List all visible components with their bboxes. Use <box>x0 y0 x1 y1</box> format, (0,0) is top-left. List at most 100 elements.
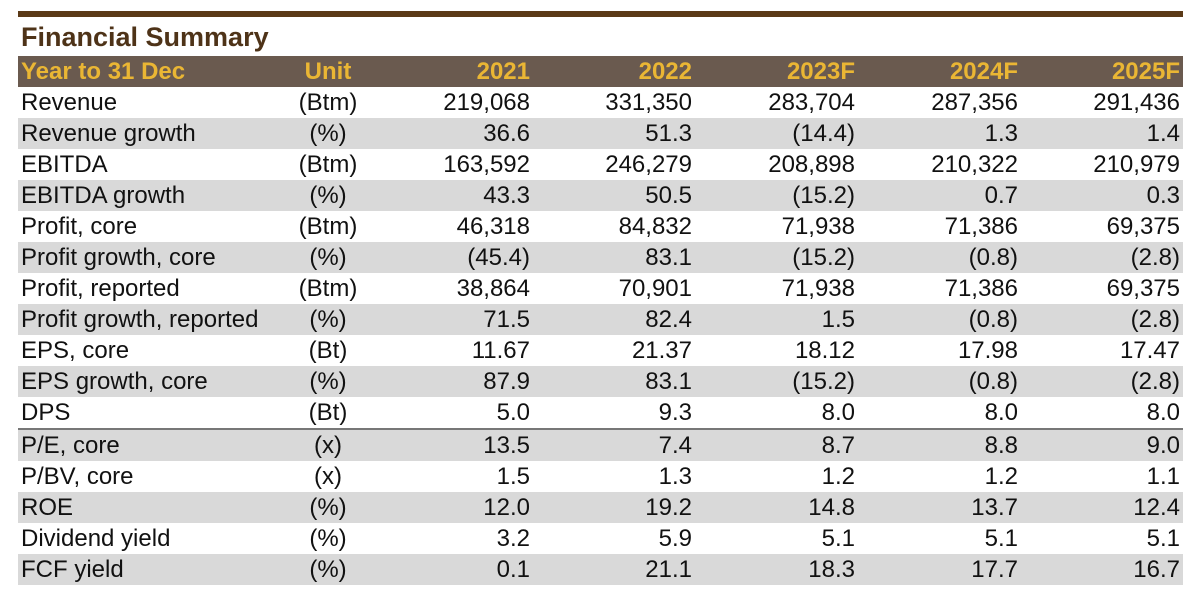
value-cell: 69,375 <box>1106 213 1180 240</box>
value-cell: 291,436 <box>1093 89 1180 116</box>
row-label: Revenue growth <box>18 118 283 149</box>
value-cell: (0.8) <box>858 304 1021 335</box>
value-cell: 5.1 <box>821 525 855 552</box>
table-row: DPS (Bt) 5.0 9.3 8.0 8.0 8.0 <box>18 397 1183 430</box>
row-label: Dividend yield <box>21 525 171 552</box>
row-unit: (x) <box>314 463 342 490</box>
value-cell: 82.4 <box>533 304 695 335</box>
table-row: Profit, reported (Btm) 38,864 70,901 71,938 7… <box>18 273 1183 304</box>
value-cell: (15.2) <box>695 366 858 397</box>
value-cell: 1.3 <box>858 118 1021 149</box>
value-cell: 1.2 <box>821 463 855 490</box>
value-cell: 5.0 <box>373 397 533 430</box>
value-cell: (2.8) <box>1021 304 1183 335</box>
column-header: 2023F <box>695 56 858 87</box>
value-cell: (15.2) <box>695 180 858 211</box>
value-cell: (14.4) <box>695 118 858 149</box>
row-label: EBITDA <box>21 151 108 178</box>
value-cell: 71,938 <box>781 275 855 302</box>
financial-summary: Financial Summary Year to 31 Dec Unit 20… <box>18 11 1183 585</box>
table-row: P/BV, core (x) 1.5 1.3 1.2 1.2 1.1 <box>18 461 1183 492</box>
column-header: Unit <box>283 56 373 87</box>
value-cell: 83.1 <box>533 366 695 397</box>
value-cell: 163,592 <box>443 151 530 178</box>
value-cell: 17.98 <box>957 337 1018 364</box>
value-cell: 12.4 <box>1021 492 1183 523</box>
value-cell: 36.6 <box>373 118 533 149</box>
value-cell: 43.3 <box>373 180 533 211</box>
row-label: P/E, core <box>18 429 283 461</box>
table-row: EBITDA growth (%) 43.3 50.5 (15.2) 0.7 0.3 <box>18 180 1183 211</box>
value-cell: 18.3 <box>695 554 858 585</box>
value-cell: 84,832 <box>618 213 692 240</box>
value-cell: 51.3 <box>533 118 695 149</box>
value-cell: 219,068 <box>443 89 530 116</box>
value-cell: 13.7 <box>858 492 1021 523</box>
value-cell: 0.1 <box>373 554 533 585</box>
column-header: Year to 31 Dec <box>18 56 283 87</box>
value-cell: 246,279 <box>605 151 692 178</box>
table-row: Revenue growth (%) 36.6 51.3 (14.4) 1.3 1.4 <box>18 118 1183 149</box>
table-row: Dividend yield (%) 3.2 5.9 5.1 5.1 5.1 <box>18 523 1183 554</box>
value-cell: 1.2 <box>984 463 1018 490</box>
row-unit: (%) <box>283 366 373 397</box>
value-cell: (45.4) <box>373 242 533 273</box>
value-cell: 17.7 <box>858 554 1021 585</box>
row-unit: (Bt) <box>308 337 348 364</box>
row-unit: (Bt) <box>283 397 373 430</box>
table-row: EBITDA (Btm) 163,592 246,279 208,898 210,322 2… <box>18 149 1183 180</box>
value-cell: 71.5 <box>373 304 533 335</box>
value-cell: 1.3 <box>658 463 692 490</box>
value-cell: 50.5 <box>533 180 695 211</box>
value-cell: 8.8 <box>858 429 1021 461</box>
value-cell: (2.8) <box>1021 366 1183 397</box>
value-cell: 8.7 <box>695 429 858 461</box>
value-cell: (15.2) <box>695 242 858 273</box>
row-unit: (%) <box>283 118 373 149</box>
table-row: Revenue (Btm) 219,068 331,350 283,704 287,356… <box>18 87 1183 118</box>
row-label: Profit, reported <box>21 275 180 302</box>
value-cell: 87.9 <box>373 366 533 397</box>
table-row: EPS, core (Bt) 11.67 21.37 18.12 17.98 17.47 <box>18 335 1183 366</box>
value-cell: 210,979 <box>1093 151 1180 178</box>
value-cell: 9.3 <box>533 397 695 430</box>
value-cell: 18.12 <box>794 337 855 364</box>
table-row: EPS growth, core (%) 87.9 83.1 (15.2) (0.8) (2… <box>18 366 1183 397</box>
row-label: FCF yield <box>18 554 283 585</box>
row-label: ROE <box>18 492 283 523</box>
value-cell: 0.7 <box>858 180 1021 211</box>
value-cell: 5.1 <box>984 525 1018 552</box>
column-header: 2025F <box>1021 56 1183 87</box>
value-cell: 1.5 <box>695 304 858 335</box>
value-cell: 283,704 <box>768 89 855 116</box>
column-header: 2022 <box>533 56 695 87</box>
value-cell: 8.0 <box>1021 397 1183 430</box>
table-row: Profit growth, core (%) (45.4) 83.1 (15.2) (0… <box>18 242 1183 273</box>
value-cell: 0.3 <box>1021 180 1183 211</box>
row-label: Profit, core <box>21 213 138 240</box>
value-cell: 12.0 <box>373 492 533 523</box>
table-row: FCF yield (%) 0.1 21.1 18.3 17.7 16.7 <box>18 554 1183 585</box>
value-cell: 1.1 <box>1146 463 1180 490</box>
row-label: DPS <box>18 397 283 430</box>
table-row: ROE (%) 12.0 19.2 14.8 13.7 12.4 <box>18 492 1183 523</box>
value-cell: 1.5 <box>496 463 530 490</box>
value-cell: 210,322 <box>931 151 1018 178</box>
financial-table: Year to 31 Dec Unit 2021 2022 2023F 2024… <box>18 56 1183 585</box>
value-cell: 19.2 <box>533 492 695 523</box>
row-unit: (%) <box>283 304 373 335</box>
row-label: EPS, core <box>21 337 130 364</box>
row-label: Revenue <box>21 89 118 116</box>
column-header: 2024F <box>858 56 1021 87</box>
value-cell: 21.1 <box>533 554 695 585</box>
row-unit: (%) <box>283 180 373 211</box>
value-cell: 83.1 <box>533 242 695 273</box>
value-cell: 331,350 <box>605 89 692 116</box>
table-row: Profit growth, reported (%) 71.5 82.4 1.5 (0.… <box>18 304 1183 335</box>
value-cell: 16.7 <box>1021 554 1183 585</box>
value-cell: 1.4 <box>1021 118 1183 149</box>
column-header: 2021 <box>373 56 533 87</box>
row-unit: (%) <box>283 492 373 523</box>
value-cell: 8.0 <box>858 397 1021 430</box>
value-cell: 7.4 <box>533 429 695 461</box>
